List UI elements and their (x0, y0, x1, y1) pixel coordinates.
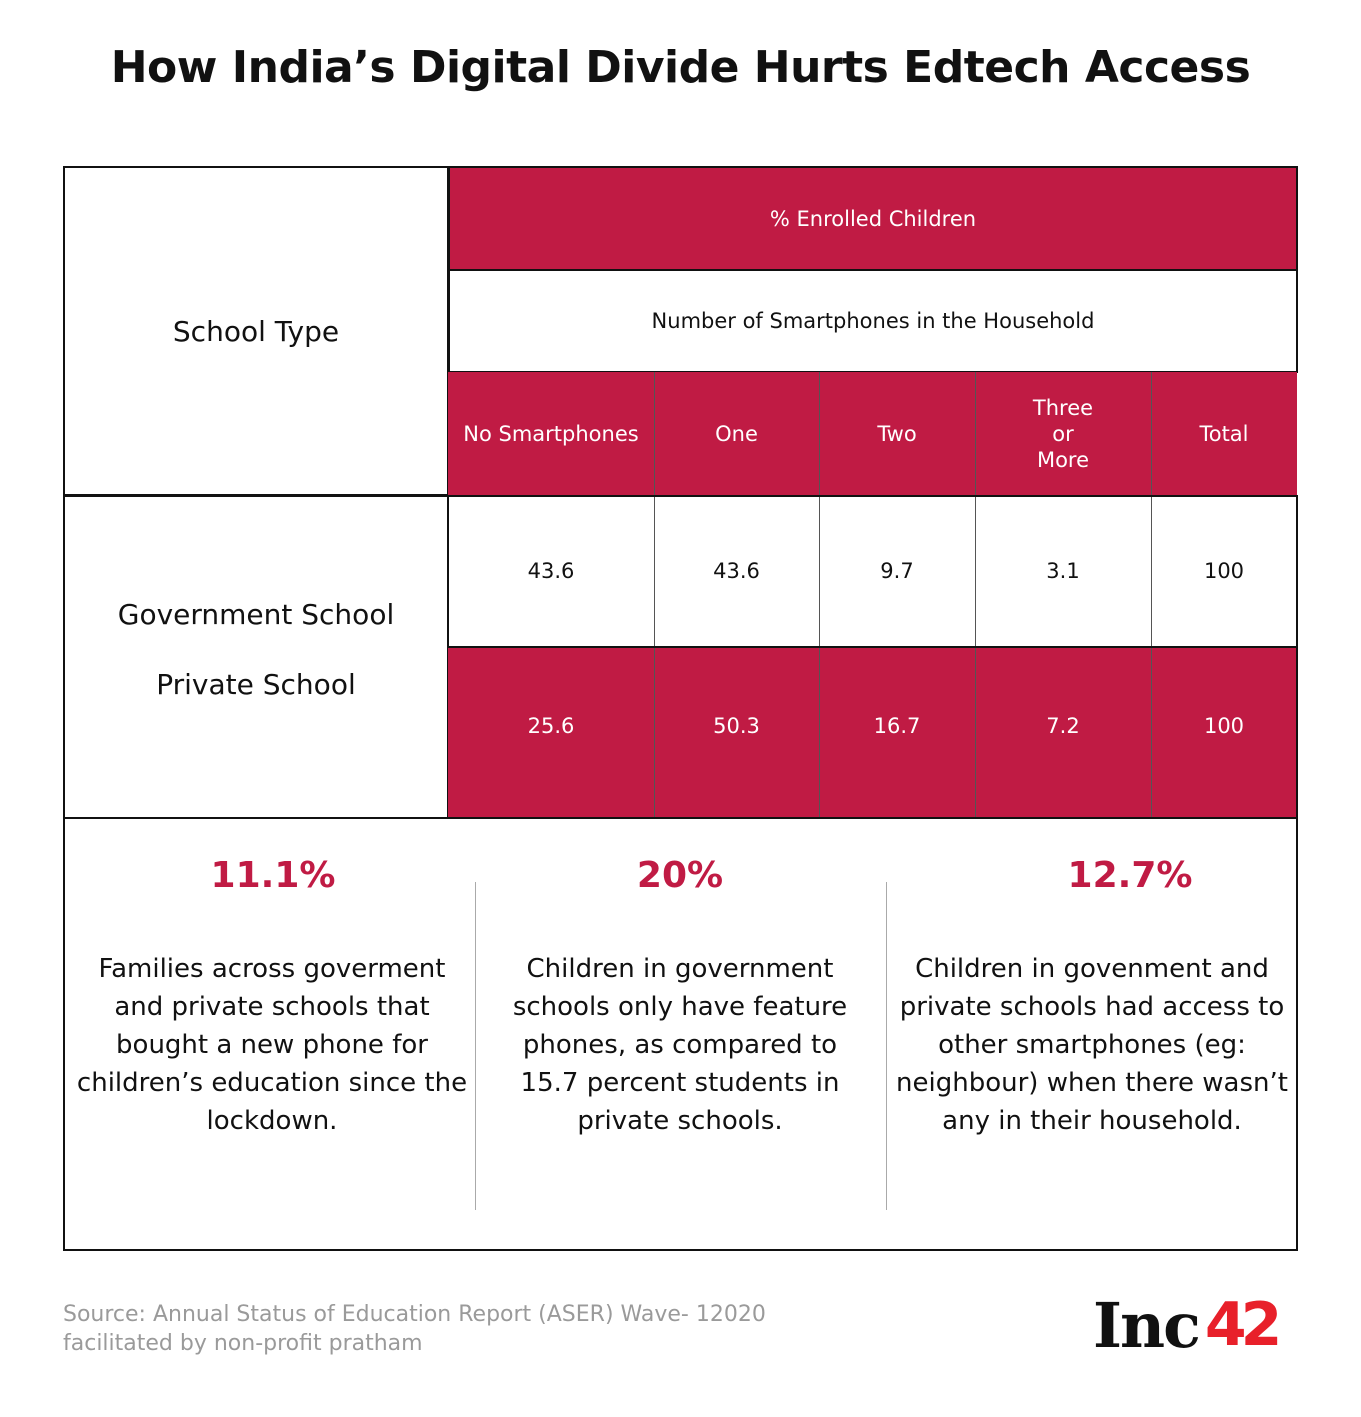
source-note: Source: Annual Status of Education Repor… (63, 1302, 766, 1356)
row-divider (448, 495, 1298, 497)
stat-divider (886, 882, 887, 1210)
row-header: School Type (63, 166, 449, 496)
table-cell: 100 (1203, 559, 1245, 583)
table-cell: 16.7 (819, 647, 975, 818)
col-header: One (654, 372, 819, 496)
col-header: Total (1151, 372, 1297, 496)
table-cell: 43.6 (713, 559, 760, 583)
col-header: Three or More (975, 372, 1151, 496)
column-divider (975, 372, 976, 818)
table-cell: 9.7 (880, 559, 914, 583)
table-border (1296, 495, 1298, 819)
group-header: % Enrolled Children (448, 166, 1298, 270)
col-header: Two (819, 372, 975, 496)
row-label: Government School (117, 597, 395, 631)
sub-header: Number of Smartphones in the Household (448, 269, 1298, 373)
page-title: How India’s Digital Divide Hurts Edtech … (110, 42, 1251, 93)
stat-value: 20% (636, 855, 724, 896)
inc42-logo: Inc 42 (1093, 1288, 1282, 1362)
row-label: Private School (156, 667, 356, 701)
table-cell: 50.3 (654, 647, 819, 818)
column-divider (1151, 372, 1152, 818)
col-header: No Smartphones (448, 372, 654, 496)
stats-box (63, 817, 1298, 1251)
stat-value: 12.7% (1067, 855, 1193, 896)
stat-description: Children in government schools only have… (512, 954, 848, 1136)
table-cell: 7.2 (975, 647, 1151, 818)
column-divider (819, 372, 820, 818)
stat-description: Families across goverment and private sc… (76, 954, 468, 1136)
table-cell: 100 (1151, 647, 1297, 818)
row-divider (448, 646, 1298, 648)
table-cell: 43.6 (527, 559, 575, 583)
logo-number: 42 (1204, 1290, 1282, 1360)
row-label-cell (63, 495, 449, 819)
column-divider (654, 372, 655, 818)
stat-divider (475, 882, 476, 1210)
logo-text: Inc (1093, 1288, 1201, 1362)
stat-description: Children in govenment and private school… (896, 954, 1288, 1136)
table-cell: 25.6 (448, 647, 654, 818)
table-cell: 3.1 (1046, 559, 1080, 583)
stat-value: 11.1% (210, 855, 336, 896)
